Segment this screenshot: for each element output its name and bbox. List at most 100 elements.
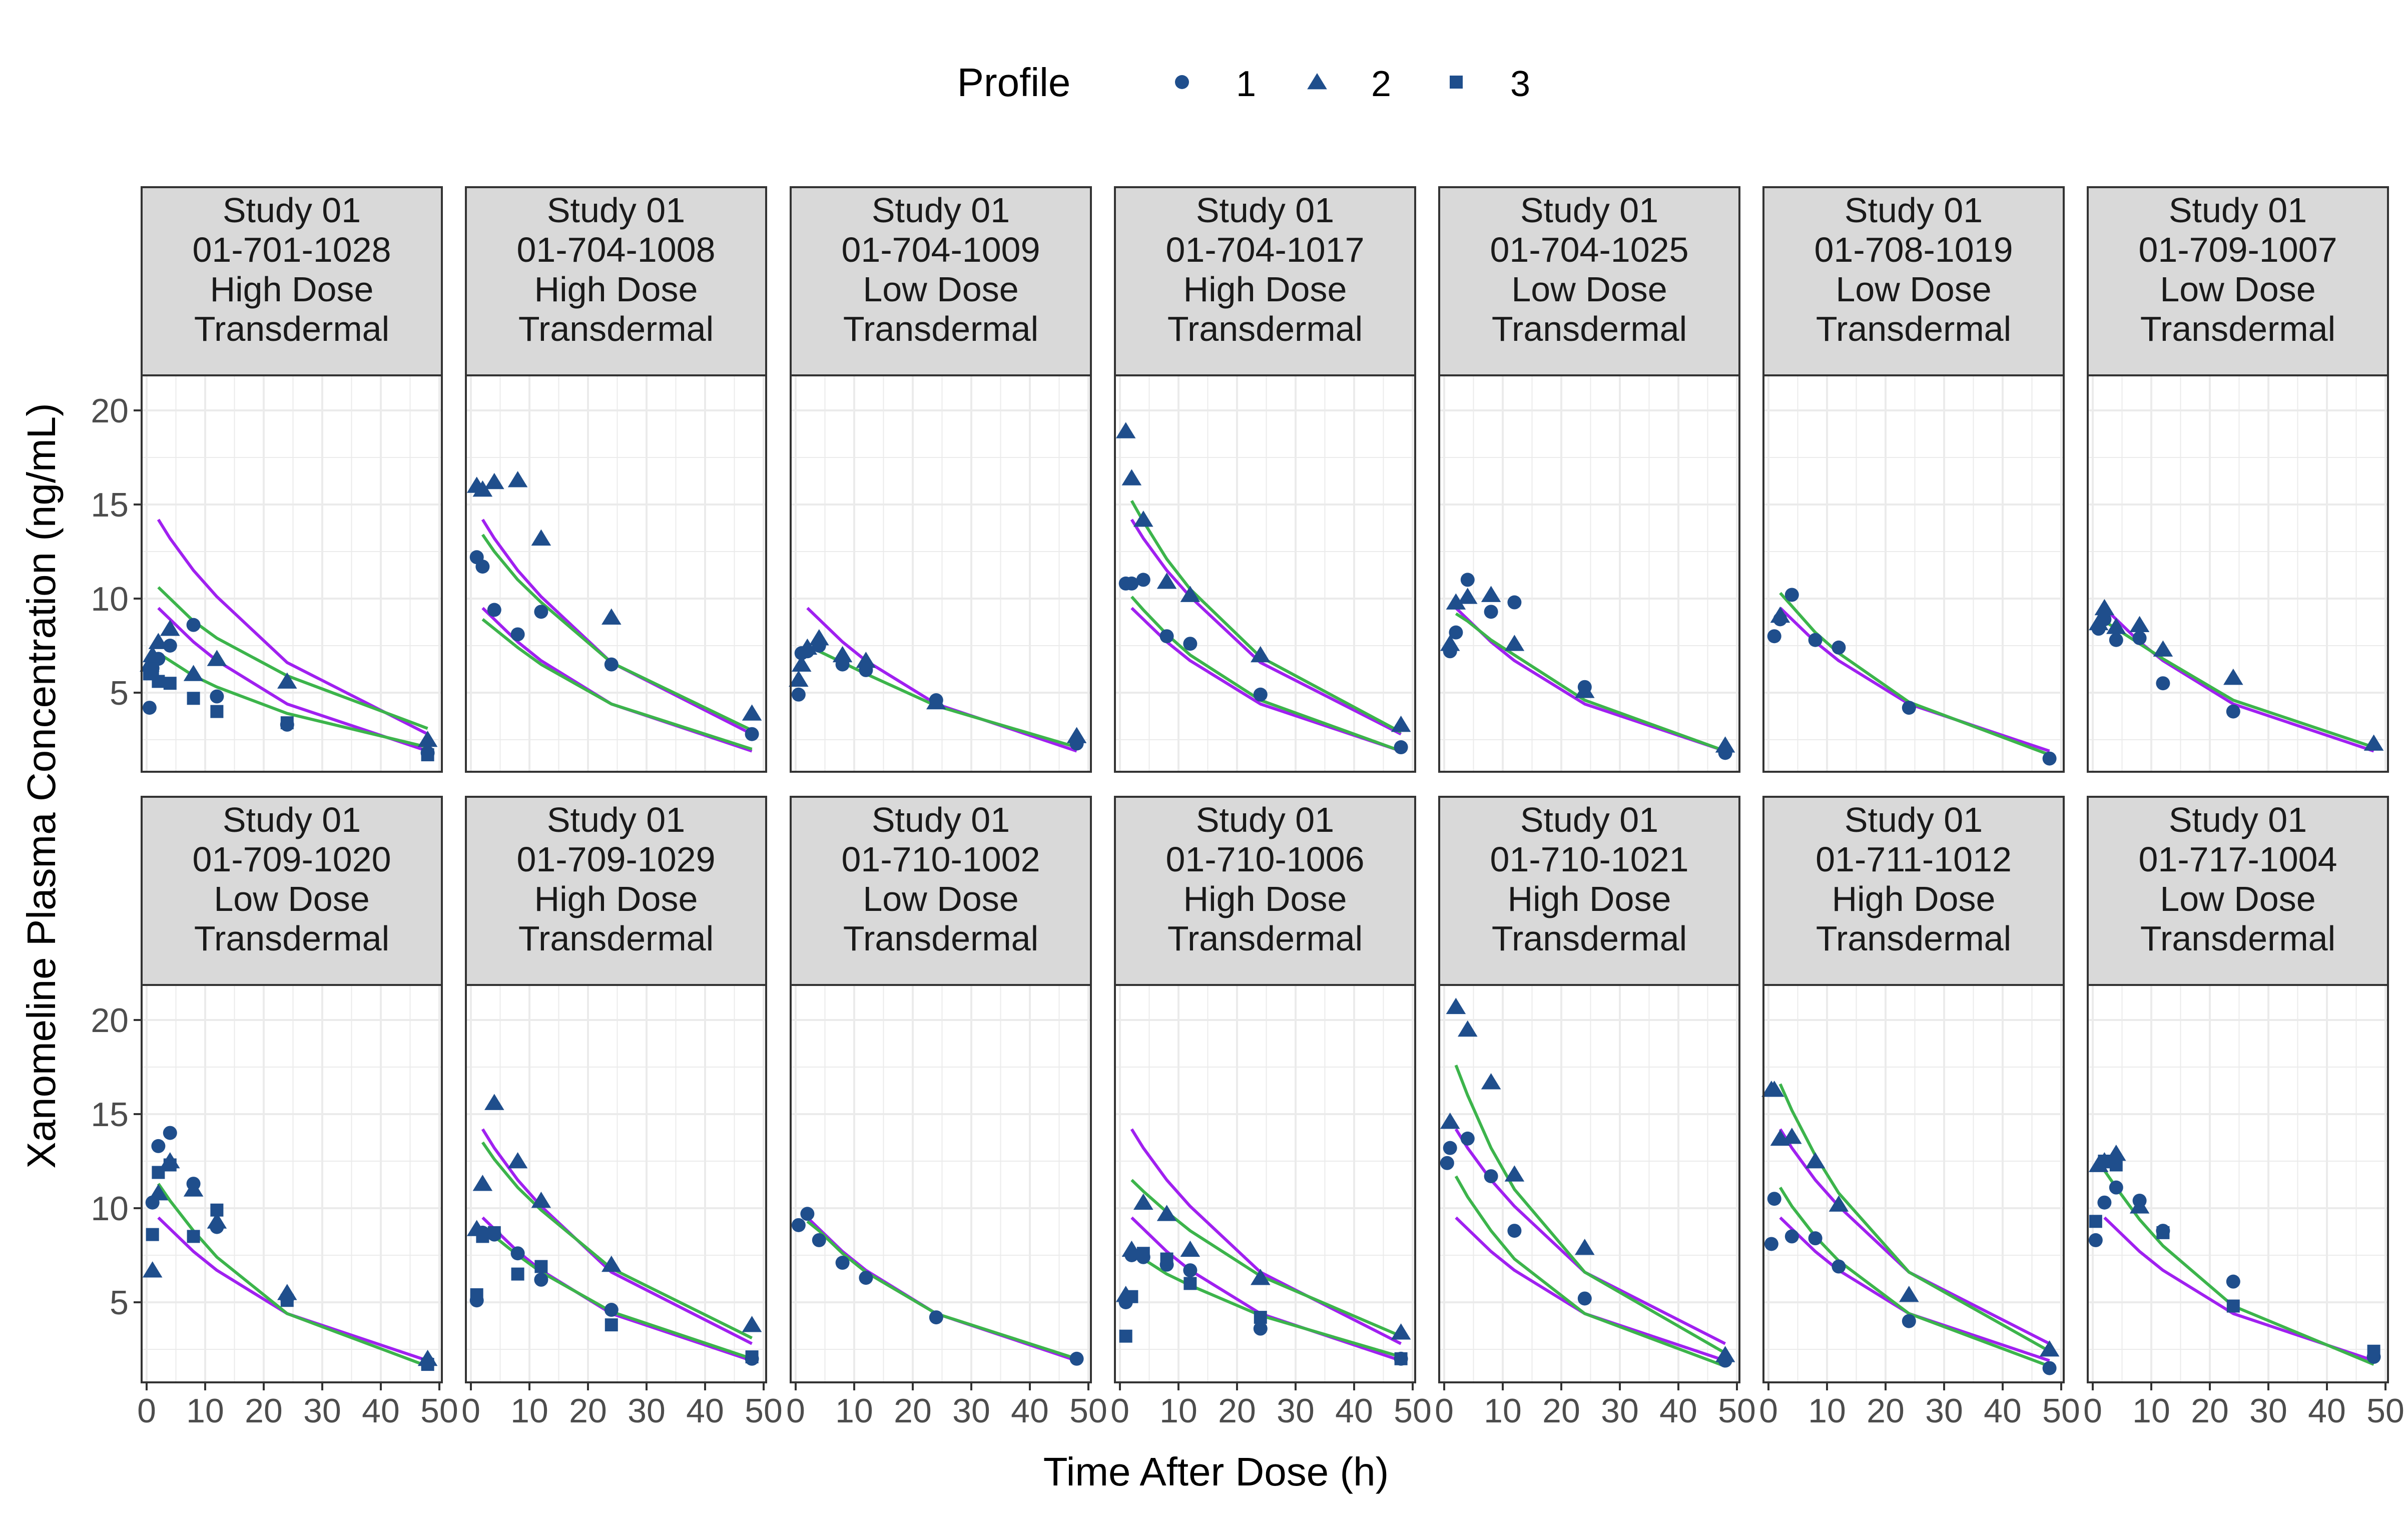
data-point-profile-1 xyxy=(163,1126,177,1140)
data-point-profile-1 xyxy=(186,618,201,632)
gridlines xyxy=(142,375,442,772)
data-point-profile-2 xyxy=(1156,1205,1177,1221)
y-axis-title: Xanomeline Plasma Concentration (ng/mL) xyxy=(19,403,64,1169)
model-line-green xyxy=(157,1183,428,1368)
data-point-profile-1 xyxy=(163,639,177,653)
facet-strip-label: High Dose xyxy=(534,879,698,918)
x-tick-label: 10 xyxy=(510,1392,548,1430)
facet-strip xyxy=(465,796,767,986)
legend: Profile 1 2 3 xyxy=(957,60,1530,105)
model-line-green xyxy=(1130,596,1402,753)
data-point-profile-2 xyxy=(1133,1193,1153,1210)
data-point-profile-3 xyxy=(152,1166,165,1179)
data-point-profile-1 xyxy=(1253,687,1268,702)
data-point-profile-1 xyxy=(2097,1195,2112,1210)
facet-strip-label: Low Dose xyxy=(1511,270,1667,309)
facet-strip-label: High Dose xyxy=(1183,879,1347,918)
data-point-profile-2 xyxy=(1899,1285,1919,1302)
data-point-profile-3 xyxy=(1394,1352,1408,1365)
panel-border xyxy=(141,374,443,773)
data-point-profile-1 xyxy=(2109,633,2123,647)
facet-strip xyxy=(1438,186,1740,376)
data-point-profile-1 xyxy=(1832,1259,1846,1274)
data-point-profile-1 xyxy=(2042,1361,2057,1375)
data-point-profile-2 xyxy=(1458,588,1478,604)
y-tick-label: 20 xyxy=(91,392,129,430)
data-point-profile-2 xyxy=(1391,1323,1411,1340)
data-point-profile-2 xyxy=(1770,606,1790,623)
data-point-profile-3 xyxy=(210,1203,224,1217)
data-point-profile-2 xyxy=(1829,1195,1849,1212)
data-point-profile-2 xyxy=(484,1094,504,1110)
data-point-profile-3 xyxy=(1119,1329,1132,1343)
gridlines xyxy=(1763,985,2064,1382)
data-point-profile-1 xyxy=(1484,605,1498,619)
data-point-profile-1 xyxy=(1507,1224,1522,1238)
facet-strip-label: Study 01 xyxy=(872,800,1010,839)
data-point-profile-1 xyxy=(1808,1231,1823,1246)
data-point-profile-1 xyxy=(475,560,490,574)
data-point-profile-1 xyxy=(1253,1321,1268,1336)
data-point-profile-3 xyxy=(2109,1158,2123,1172)
facet-strip-label: 01-704-1008 xyxy=(517,230,716,269)
data-point-profile-2 xyxy=(472,480,493,497)
model-line-green xyxy=(1779,592,2050,756)
data-point-profile-2 xyxy=(1575,682,1595,698)
panel-border xyxy=(1762,374,2065,773)
facet-strip-label: Transdermal xyxy=(1167,919,1363,958)
facet-strip-label: Study 01 xyxy=(223,191,361,230)
data-point-profile-3 xyxy=(534,1260,548,1273)
facet-strip-label: Study 01 xyxy=(872,191,1010,230)
plot-background xyxy=(1115,375,1415,772)
facet-strip-label: High Dose xyxy=(1832,879,1996,918)
x-tick-label: 0 xyxy=(1435,1392,1454,1430)
facet-strip-label: Study 01 xyxy=(1196,191,1334,230)
x-tick-label: 40 xyxy=(1011,1392,1049,1430)
facet-strip-label: Study 01 xyxy=(2169,800,2307,839)
facet-strip-label: 01-701-1028 xyxy=(193,230,391,269)
facet-strip-label: High Dose xyxy=(534,270,698,309)
x-tick-label: 0 xyxy=(1759,1392,1778,1430)
data-point-profile-1 xyxy=(1449,625,1463,640)
data-point-profile-1 xyxy=(487,603,501,617)
data-point-profile-1 xyxy=(1183,1263,1197,1278)
data-point-profile-2 xyxy=(531,1191,551,1208)
data-point-profile-2 xyxy=(417,731,438,747)
x-tick-label: 20 xyxy=(245,1392,283,1430)
x-tick-label: 50 xyxy=(1718,1392,1756,1430)
data-point-profile-3 xyxy=(470,1288,483,1301)
facet-strip xyxy=(1438,796,1740,986)
facet-strip-label: Study 01 xyxy=(1520,800,1658,839)
data-point-profile-2 xyxy=(1251,646,1271,663)
legend-key-circle xyxy=(1175,75,1189,89)
model-line-green xyxy=(1130,1179,1402,1338)
data-point-profile-2 xyxy=(2223,668,2243,685)
data-point-profile-1 xyxy=(534,605,548,619)
x-tick-label: 0 xyxy=(786,1392,805,1430)
data-point-profile-2 xyxy=(797,638,818,655)
model-line-purple xyxy=(2103,1216,2374,1362)
facet-strip xyxy=(1762,796,2065,986)
data-point-profile-1 xyxy=(1394,740,1408,755)
data-point-profile-3 xyxy=(745,1350,759,1364)
facet-strip-label: Transdermal xyxy=(1492,919,1687,958)
gridlines xyxy=(1439,985,1739,1382)
gridlines xyxy=(2088,375,2388,772)
data-point-profile-2 xyxy=(742,1316,762,1332)
model-line-purple xyxy=(1130,607,1402,753)
data-point-profile-1 xyxy=(1460,1131,1475,1146)
x-tick-label: 0 xyxy=(461,1392,480,1430)
data-point-profile-1 xyxy=(1460,573,1475,587)
gridlines xyxy=(466,375,766,772)
data-point-profile-2 xyxy=(183,665,204,681)
data-point-profile-1 xyxy=(2132,631,2147,645)
data-point-profile-2 xyxy=(507,471,528,487)
data-point-profile-2 xyxy=(1504,1165,1525,1182)
facet-strip-label: 01-704-1009 xyxy=(842,230,1040,269)
data-point-profile-1 xyxy=(2109,1180,2123,1195)
data-point-profile-2 xyxy=(2088,614,2109,631)
data-point-profile-2 xyxy=(1446,997,1466,1015)
